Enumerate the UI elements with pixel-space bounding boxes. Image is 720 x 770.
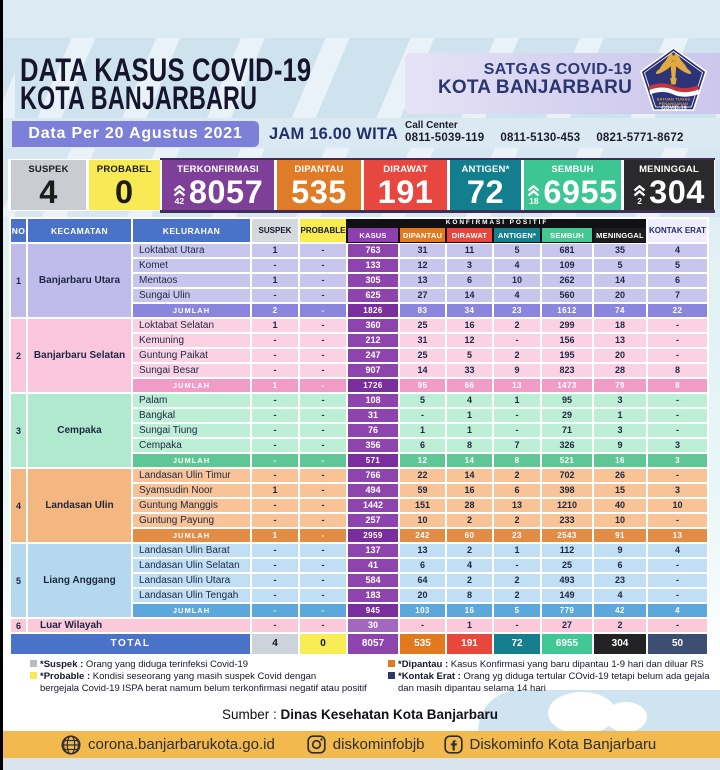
svg-text:SATUAN TUGAS: SATUAN TUGAS — [657, 98, 691, 102]
svg-text:COVID-19: COVID-19 — [661, 106, 686, 112]
svg-text:PENANGANAN: PENANGANAN — [659, 102, 688, 106]
